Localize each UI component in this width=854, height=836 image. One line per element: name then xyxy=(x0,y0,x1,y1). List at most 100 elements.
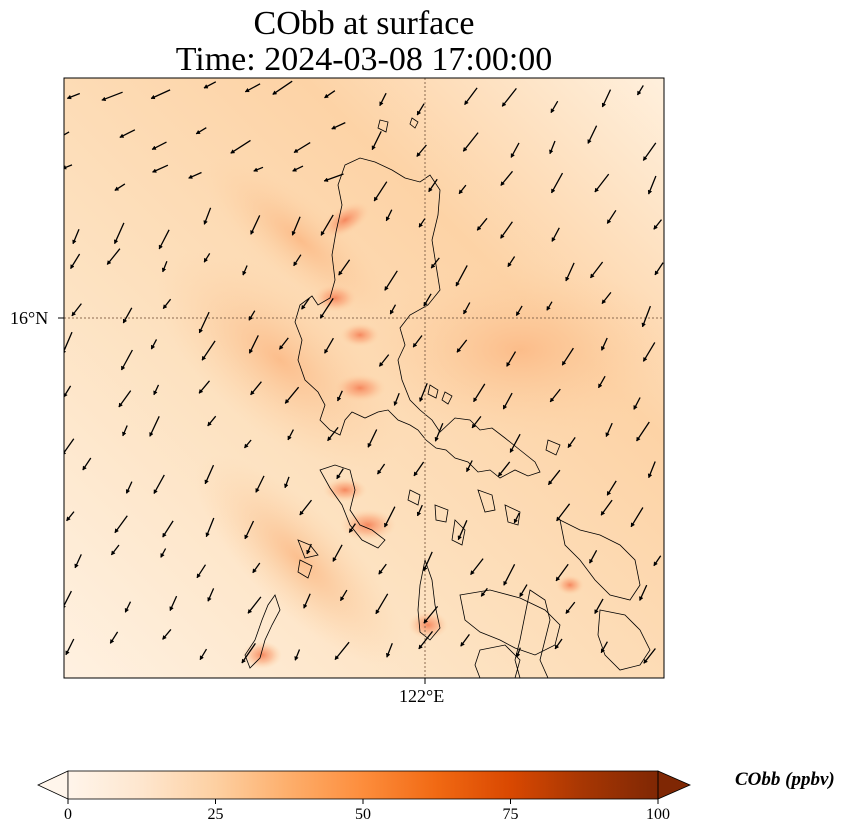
wind-arrow xyxy=(384,506,396,528)
wind-vectors xyxy=(53,80,664,664)
colorbar-tick-100: 100 xyxy=(646,806,670,823)
wind-arrowhead xyxy=(456,347,462,353)
wind-arrowhead xyxy=(416,110,422,116)
wind-arrow xyxy=(120,349,133,371)
wind-arrowhead xyxy=(607,219,612,224)
wind-arrowhead xyxy=(378,569,383,575)
wind-arrowhead xyxy=(114,239,119,245)
wind-arrowhead xyxy=(204,479,209,485)
wind-arrowhead xyxy=(556,516,561,522)
wind-arrowhead xyxy=(291,230,296,236)
map-plot xyxy=(53,77,665,684)
wind-arrowhead xyxy=(284,483,289,489)
wind-arrow xyxy=(241,643,256,664)
wind-arrowhead xyxy=(555,576,561,582)
wind-arrowhead xyxy=(551,188,556,194)
wind-arrowhead xyxy=(114,528,119,534)
wind-arrowhead xyxy=(287,435,292,441)
wind-arrow xyxy=(64,590,72,608)
wind-arrowhead xyxy=(162,304,168,310)
wind-arrowhead xyxy=(64,392,68,398)
wind-arrowhead xyxy=(384,285,389,291)
wind-arrowhead xyxy=(101,96,107,102)
wind-arrowhead xyxy=(320,230,325,236)
wind-arrowhead xyxy=(647,189,653,195)
wind-arrowhead xyxy=(53,138,57,141)
map-frame xyxy=(63,77,665,679)
wind-arrowhead xyxy=(198,328,204,334)
colorbar-tick-25: 25 xyxy=(207,806,224,823)
wind-arrowhead xyxy=(379,101,384,107)
wind-arrowhead xyxy=(74,563,79,569)
wind-arrowhead xyxy=(336,474,341,480)
wind-arrowhead xyxy=(513,518,518,524)
wind-arrowhead xyxy=(66,516,71,522)
wind-arrowhead xyxy=(201,355,207,361)
wind-arrowhead xyxy=(642,156,648,161)
wind-arrowhead xyxy=(507,262,512,268)
wind-arrowhead xyxy=(480,591,486,597)
wind-arrowhead xyxy=(247,608,253,614)
wind-arrowhead xyxy=(549,397,555,403)
wind-arrowhead xyxy=(111,550,116,556)
wind-arrowhead xyxy=(121,365,126,371)
wind-arrow xyxy=(594,173,610,193)
wind-arrowhead xyxy=(606,490,612,496)
colorbar-tick-50: 50 xyxy=(355,806,371,823)
wind-arrowhead xyxy=(589,558,594,564)
gridlines xyxy=(64,78,664,678)
wind-arrowhead xyxy=(501,102,507,107)
wind-arrowhead xyxy=(151,344,156,350)
wind-arrowhead xyxy=(373,196,379,202)
wind-arrowhead xyxy=(371,145,376,151)
wind-arrowhead xyxy=(630,522,636,528)
wind-arrowhead xyxy=(393,401,398,406)
colorbar-tick-0: 0 xyxy=(64,806,72,823)
wind-arrowhead xyxy=(198,388,204,394)
wind-arrowhead xyxy=(548,480,553,486)
wind-arrowhead xyxy=(153,390,158,396)
wind-arrowhead xyxy=(385,216,391,222)
wind-arrowhead xyxy=(349,528,354,533)
wind-arrowhead xyxy=(153,489,158,495)
wind-arrowhead xyxy=(390,309,395,315)
wind-arrowhead xyxy=(503,404,508,410)
wind-arrow xyxy=(375,593,389,615)
wind-arrowhead xyxy=(416,511,422,517)
wind-arrow xyxy=(320,214,334,236)
wind-arrowhead xyxy=(203,84,209,89)
wind-arrowhead xyxy=(379,361,384,367)
wind-arrowhead xyxy=(253,167,259,172)
wind-arrow xyxy=(636,421,650,442)
wind-arrowhead xyxy=(377,469,382,475)
wind-arrowhead xyxy=(463,309,468,315)
wind-arrowhead xyxy=(299,510,304,516)
wind-arrowhead xyxy=(71,311,77,317)
wind-arrowhead xyxy=(195,129,201,135)
wind-arrow xyxy=(503,564,516,586)
wind-arrowhead xyxy=(643,658,648,664)
wind-arrowhead xyxy=(594,187,600,193)
wind-arrowhead xyxy=(196,573,201,579)
wind-arrowhead xyxy=(464,100,469,106)
wind-arrowhead xyxy=(125,488,131,494)
wind-arrowhead xyxy=(633,404,638,410)
wind-arrowhead xyxy=(162,635,167,640)
wind-arrowhead xyxy=(654,270,659,276)
wind-arrowhead xyxy=(230,149,236,154)
wind-arrowhead xyxy=(600,510,606,516)
coastlines xyxy=(244,117,651,678)
wind-arrowhead xyxy=(550,108,555,114)
wind-arrowhead xyxy=(123,318,128,324)
wind-arrowhead xyxy=(551,237,556,242)
wind-arrowhead xyxy=(160,552,165,558)
wind-arrowhead xyxy=(151,145,157,150)
wind-arrowhead xyxy=(601,345,606,351)
wind-arrowhead xyxy=(149,431,154,437)
wind-arrowhead xyxy=(244,443,249,449)
wind-arrowhead xyxy=(205,532,210,538)
wind-arrowhead xyxy=(419,397,424,402)
longitude-label: 122°E xyxy=(399,686,445,706)
wind-arrowhead xyxy=(423,618,429,624)
wind-arrowhead xyxy=(249,348,254,354)
